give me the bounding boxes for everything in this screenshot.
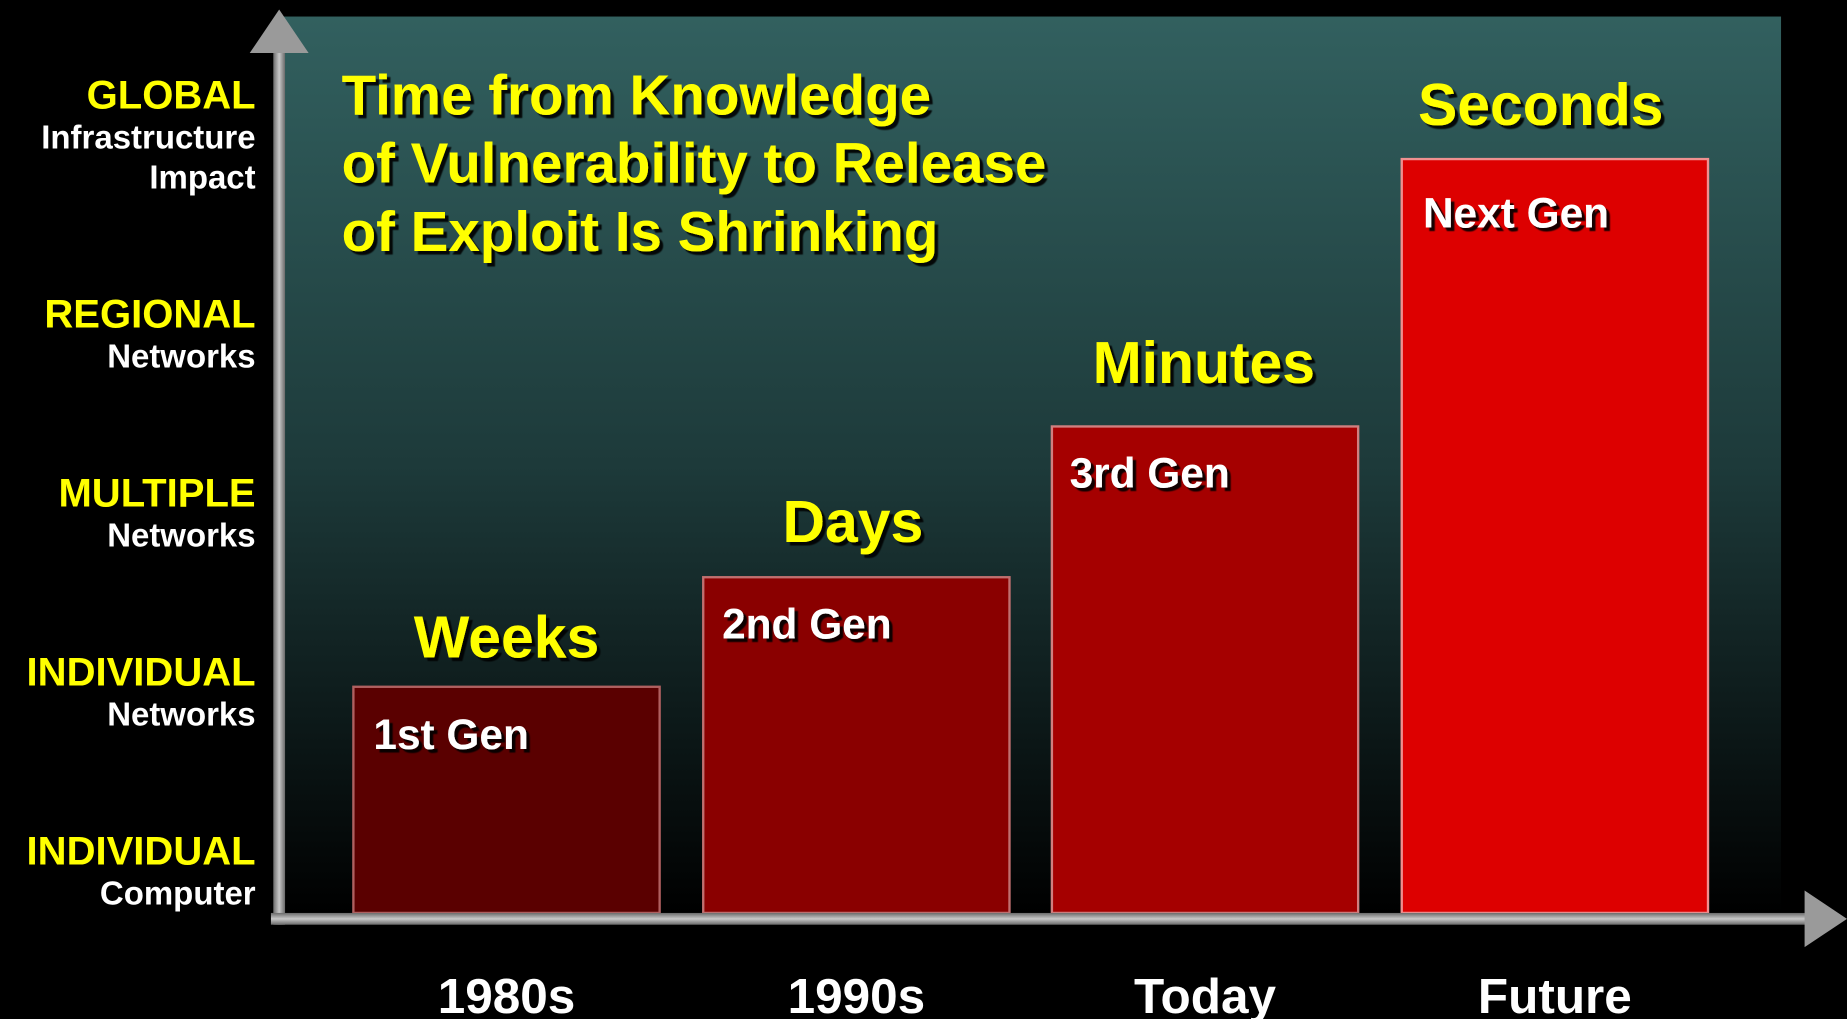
y-arrow xyxy=(249,9,309,54)
level: INDIVIDUAL xyxy=(27,830,256,874)
bars xyxy=(352,157,1710,915)
time-label: Minutes xyxy=(1093,331,1315,396)
level: GLOBAL xyxy=(87,73,256,117)
level-detail: Computer xyxy=(100,875,256,912)
x-arrow xyxy=(1804,890,1847,948)
generation-label: 3rd Gen xyxy=(1070,450,1230,497)
generation-label: 1st Gen xyxy=(373,711,529,758)
level-detail: Infrastructure xyxy=(41,118,255,155)
title-line: of Exploit Is Shrinking xyxy=(342,200,939,263)
level-detail: Impact xyxy=(149,159,255,196)
generation-label: 2nd Gen xyxy=(722,600,892,647)
x-axis xyxy=(270,912,1815,925)
period-label: 1980s xyxy=(438,969,576,1019)
bar xyxy=(702,576,1011,915)
level-detail: Networks xyxy=(107,517,255,554)
generation-label: Next Gen xyxy=(1423,189,1609,236)
y-axis xyxy=(273,41,286,925)
level: MULTIPLE xyxy=(58,472,255,516)
level: REGIONAL xyxy=(44,293,255,337)
title-line: of Vulnerability to Release xyxy=(342,132,1047,195)
level-detail: Networks xyxy=(107,338,255,375)
time-label: Weeks xyxy=(414,605,599,670)
level: INDIVIDUAL xyxy=(27,651,256,695)
time-label: Seconds xyxy=(1418,73,1663,138)
title-line: Time from Knowledge xyxy=(342,63,931,126)
period-label: Today xyxy=(1134,969,1276,1019)
level-detail: Networks xyxy=(107,696,255,733)
period-label: 1990s xyxy=(788,969,926,1019)
time-label: Days xyxy=(782,490,923,555)
period-label: Future xyxy=(1478,969,1632,1019)
bar xyxy=(1400,157,1710,915)
bar xyxy=(1050,425,1360,915)
